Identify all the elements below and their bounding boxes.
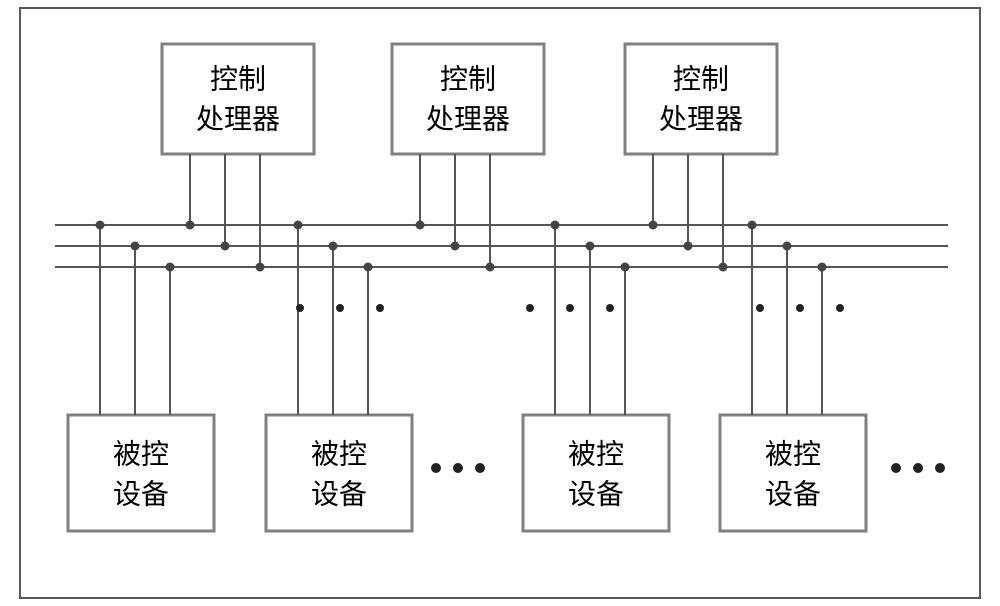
ellipsis-upper-3-dot-1 (756, 304, 764, 312)
controller-2: 控制处理器 (392, 44, 544, 154)
device-2-label-line2: 设备 (311, 478, 367, 510)
controller-3-box (625, 44, 777, 154)
controller-1: 控制处理器 (162, 44, 314, 154)
ellipsis-upper-1-dot-2 (336, 304, 344, 312)
ellipsis-upper-3-dot-3 (836, 304, 844, 312)
ellipsis-upper-1-dot-1 (296, 304, 304, 312)
device-3-junction-2 (586, 242, 595, 251)
device-1-label-line1: 被控 (113, 438, 169, 470)
ellipsis-lower-2-dot-1 (891, 463, 901, 473)
ellipsis-lower-2-dot-3 (935, 463, 945, 473)
device-4-label-line1: 被控 (765, 438, 821, 470)
ellipsis-upper-1-dot-3 (376, 304, 384, 312)
ellipsis-upper-2-dot-1 (526, 304, 534, 312)
device-2-junction-3 (364, 263, 373, 272)
ellipsis-upper-2-dot-3 (606, 304, 614, 312)
device-4-box (720, 415, 866, 531)
device-1: 被控设备 (68, 415, 214, 531)
controller-1-label-line2: 处理器 (196, 103, 280, 135)
device-3-label-line2: 设备 (568, 478, 624, 510)
device-1-junction-3 (166, 263, 175, 272)
device-1-box (68, 415, 214, 531)
device-3-label-line1: 被控 (568, 438, 624, 470)
device-1-junction-2 (131, 242, 140, 251)
device-4-label-line2: 设备 (765, 478, 821, 510)
controller-2-junction-1 (416, 221, 425, 230)
controller-2-label-line1: 控制 (440, 63, 496, 95)
ellipsis-lower-2-dot-2 (913, 463, 923, 473)
ellipsis-upper-2-dot-2 (566, 304, 574, 312)
controller-1-junction-2 (221, 242, 230, 251)
controller-3-label-line1: 控制 (673, 63, 729, 95)
ellipsis-lower-1-dot-3 (475, 463, 485, 473)
controller-3: 控制处理器 (625, 44, 777, 154)
device-1-junction-1 (96, 221, 105, 230)
controller-3-junction-1 (649, 221, 658, 230)
controller-3-label-line2: 处理器 (659, 103, 743, 135)
ellipsis-lower-1-dot-2 (453, 463, 463, 473)
device-4: 被控设备 (720, 415, 866, 531)
device-4-junction-1 (748, 221, 757, 230)
device-2: 被控设备 (266, 415, 412, 531)
device-4-junction-3 (818, 263, 827, 272)
device-3-junction-1 (551, 221, 560, 230)
device-2-junction-2 (329, 242, 338, 251)
controller-1-junction-3 (256, 263, 265, 272)
device-1-label-line2: 设备 (113, 478, 169, 510)
ellipsis-upper-3-dot-2 (796, 304, 804, 312)
controller-3-junction-3 (719, 263, 728, 272)
device-3: 被控设备 (523, 415, 669, 531)
controller-2-junction-3 (486, 263, 495, 272)
controller-1-junction-1 (186, 221, 195, 230)
controller-2-label-line2: 处理器 (426, 103, 510, 135)
ellipsis-lower-1-dot-1 (431, 463, 441, 473)
controller-1-label-line1: 控制 (210, 63, 266, 95)
controller-2-box (392, 44, 544, 154)
device-2-label-line1: 被控 (311, 438, 367, 470)
device-3-box (523, 415, 669, 531)
device-2-junction-1 (294, 221, 303, 230)
device-3-junction-3 (621, 263, 630, 272)
controller-1-box (162, 44, 314, 154)
controller-2-junction-2 (451, 242, 460, 251)
device-2-box (266, 415, 412, 531)
controller-3-junction-2 (684, 242, 693, 251)
device-4-junction-2 (783, 242, 792, 251)
